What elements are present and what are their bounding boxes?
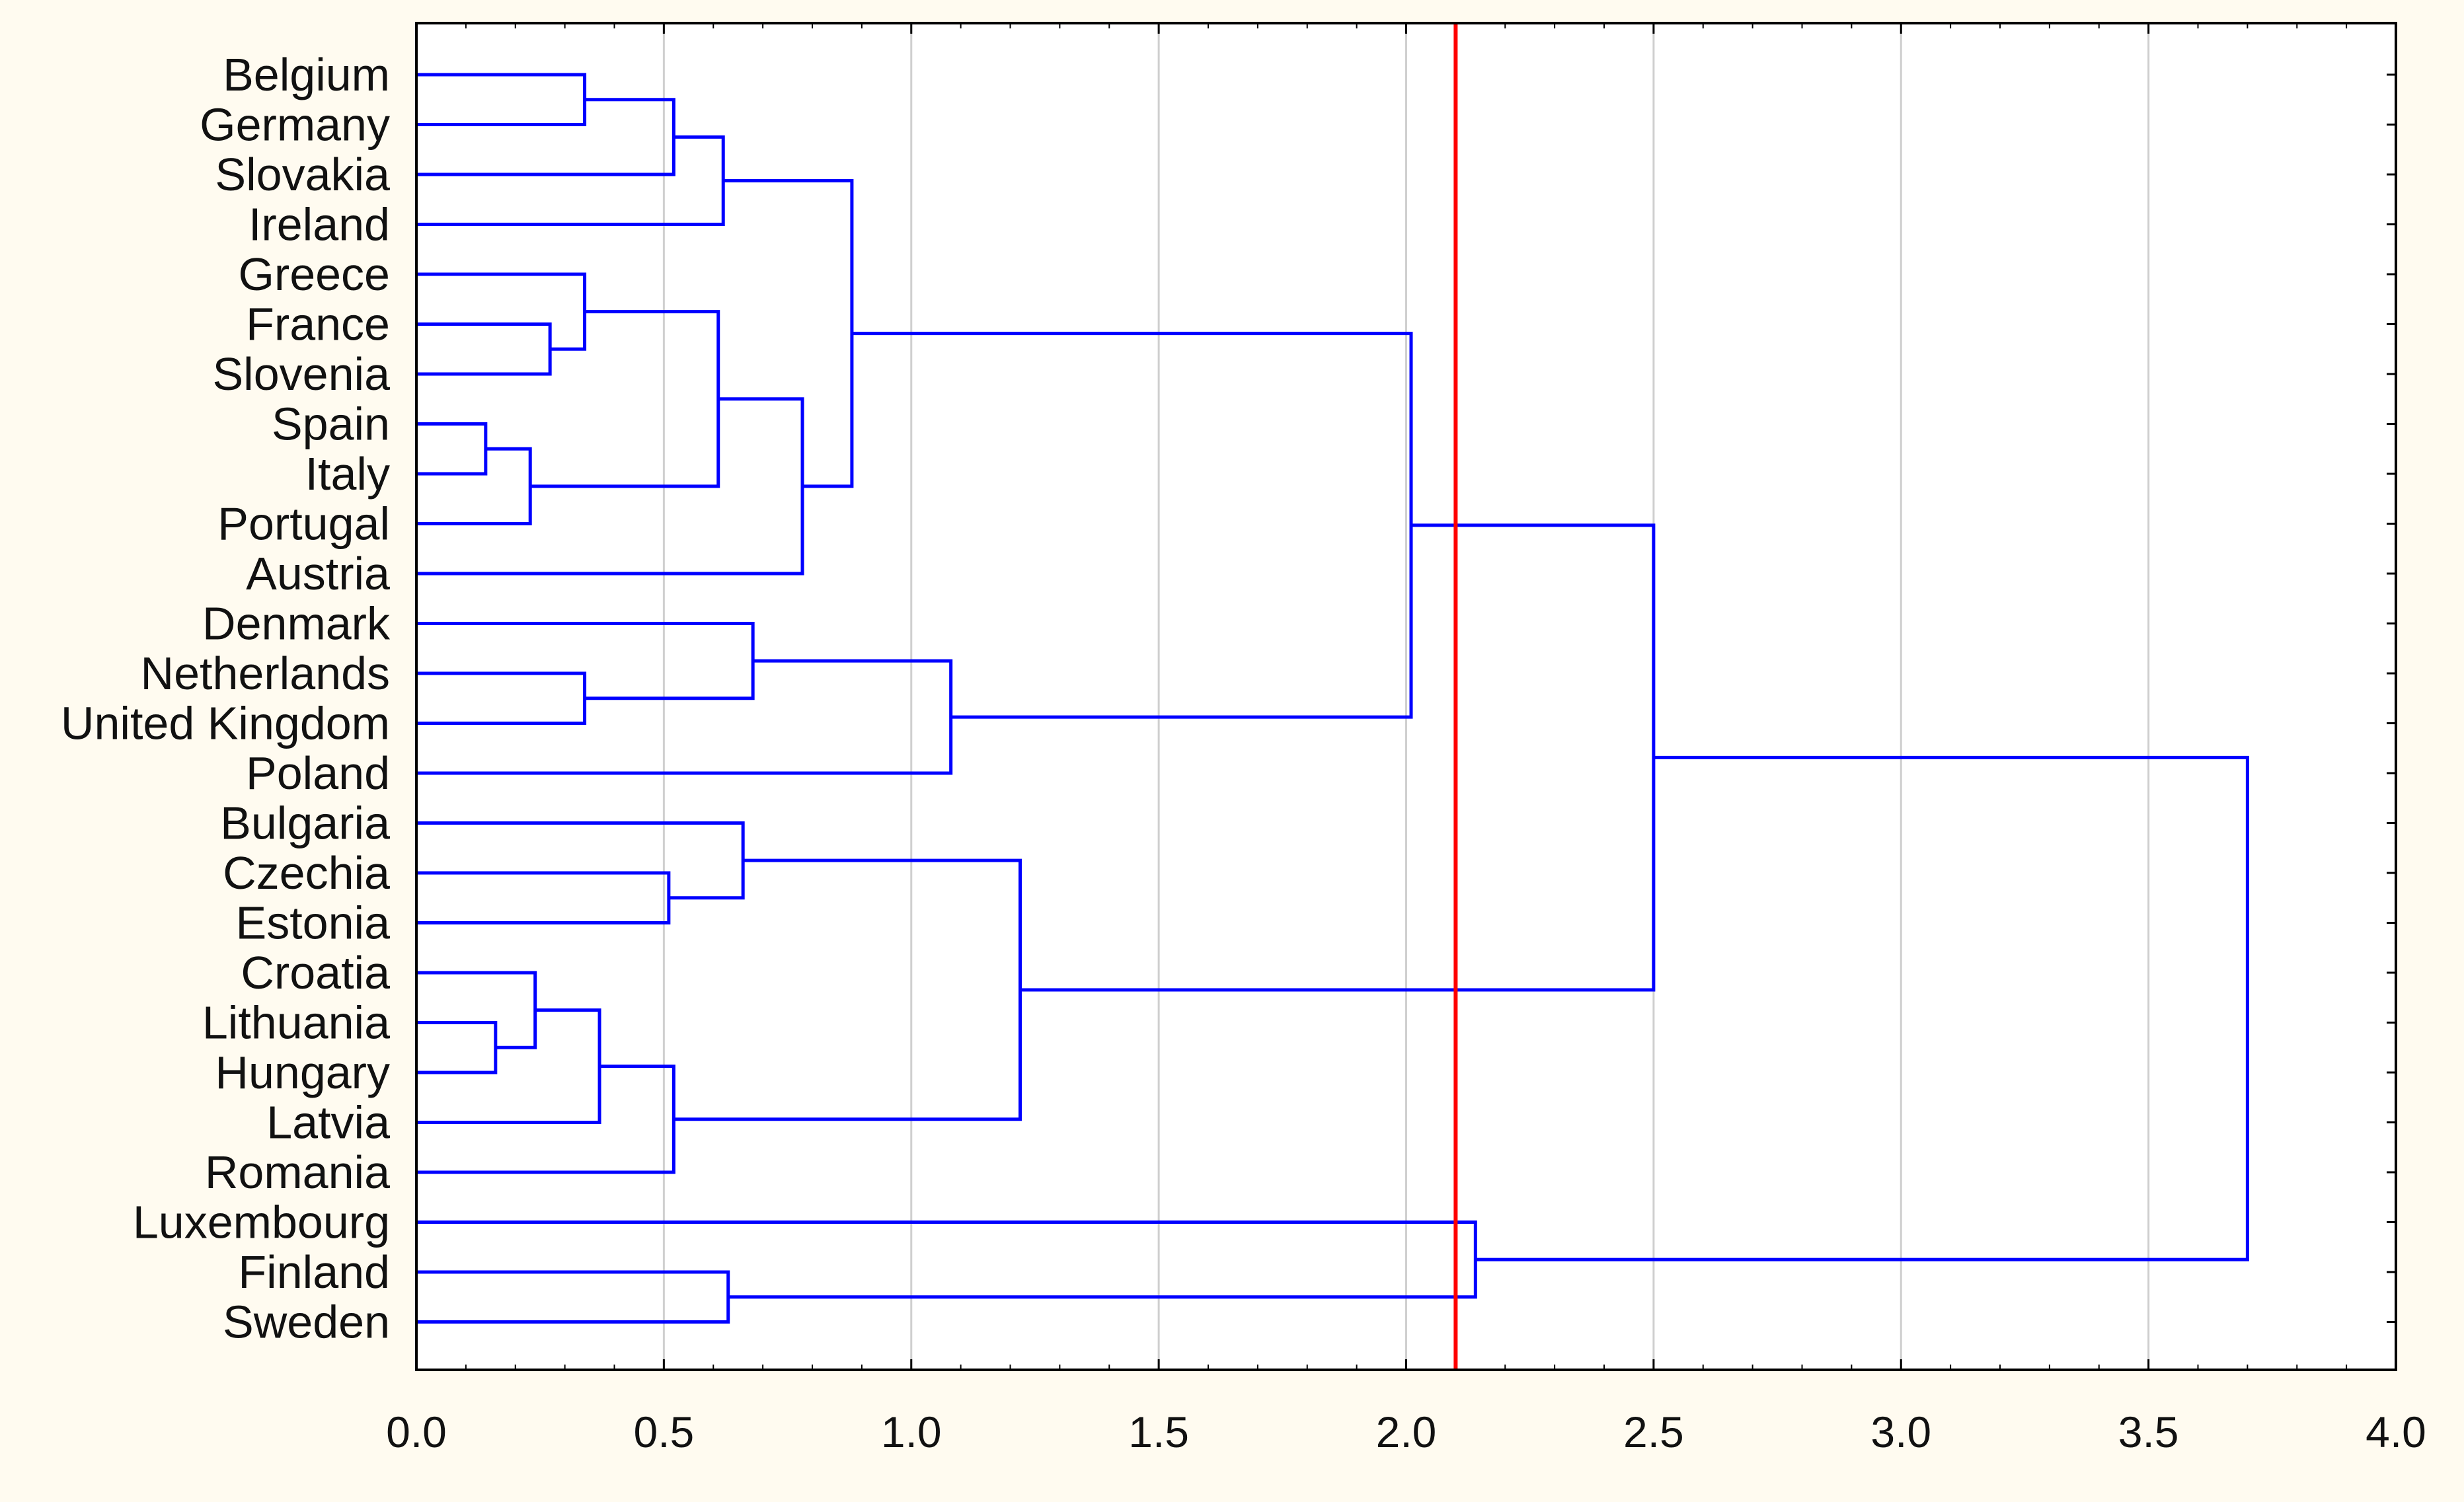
grid-lines	[662, 23, 2150, 1370]
dendrogram-links	[416, 73, 2249, 1324]
dendrogram-link	[416, 1220, 1477, 1299]
leaf-label: Greece	[238, 248, 390, 300]
leaf-label: France	[246, 299, 390, 350]
dendrogram-link	[416, 135, 725, 226]
leaf-label: Romania	[205, 1146, 390, 1198]
leaf-label: United Kingdom	[61, 698, 390, 749]
x-tick-label: 3.0	[1870, 1408, 1931, 1456]
leaf-label: Slovenia	[212, 348, 390, 400]
leaf-label: Denmark	[202, 598, 391, 650]
leaf-label: Italy	[305, 448, 390, 500]
leaf-label: Belgium	[223, 49, 390, 100]
x-tick-label: 2.5	[1623, 1408, 1684, 1456]
leaf-label: Estonia	[236, 897, 391, 949]
dendrogram-link	[416, 1008, 601, 1124]
x-tick-label: 0.0	[386, 1408, 447, 1456]
leaf-label: Latvia	[266, 1097, 390, 1148]
leaf-label: Bulgaria	[220, 798, 390, 849]
plot-frame	[415, 22, 2397, 1371]
leaf-label: Germany	[200, 99, 390, 151]
leaf-label: Croatia	[241, 947, 390, 998]
leaf-label: Ireland	[249, 199, 390, 250]
leaf-label: Austria	[246, 548, 390, 599]
x-tick-label: 3.5	[2118, 1408, 2179, 1456]
leaf-label: Portugal	[217, 498, 390, 550]
leaf-label: Poland	[246, 747, 390, 799]
leaf-label: Luxembourg	[133, 1197, 390, 1248]
leaf-label: Netherlands	[141, 648, 390, 699]
x-tick-label: 1.5	[1128, 1408, 1189, 1456]
leaf-label: Czechia	[223, 847, 390, 899]
leaf-label: Hungary	[215, 1047, 390, 1098]
x-tick-label: 1.0	[881, 1408, 942, 1456]
leaf-label: Lithuania	[202, 997, 390, 1049]
dendrogram-link	[416, 322, 552, 376]
leaf-label: Sweden	[223, 1296, 390, 1348]
x-tick-label: 4.0	[2366, 1408, 2426, 1456]
x-tick-label: 0.5	[634, 1408, 695, 1456]
x-tick-label: 2.0	[1376, 1408, 1437, 1456]
leaf-label: Spain	[272, 398, 390, 450]
leaf-label: Slovakia	[215, 149, 390, 200]
x-tick-labels: 0.0 0.5 1.0 1.5 2.0 2.5 3.0 3.5 4.0	[386, 1408, 2426, 1456]
dendrogram-link	[674, 858, 1022, 1121]
dendrogram-link	[1475, 755, 2249, 1261]
leaf-label: Finland	[238, 1246, 390, 1298]
dendrogram-link	[416, 871, 671, 924]
leaf-labels: BelgiumGermanySlovakiaIrelandGreeceFranc…	[61, 49, 391, 1348]
dendrogram-link	[416, 1270, 730, 1324]
